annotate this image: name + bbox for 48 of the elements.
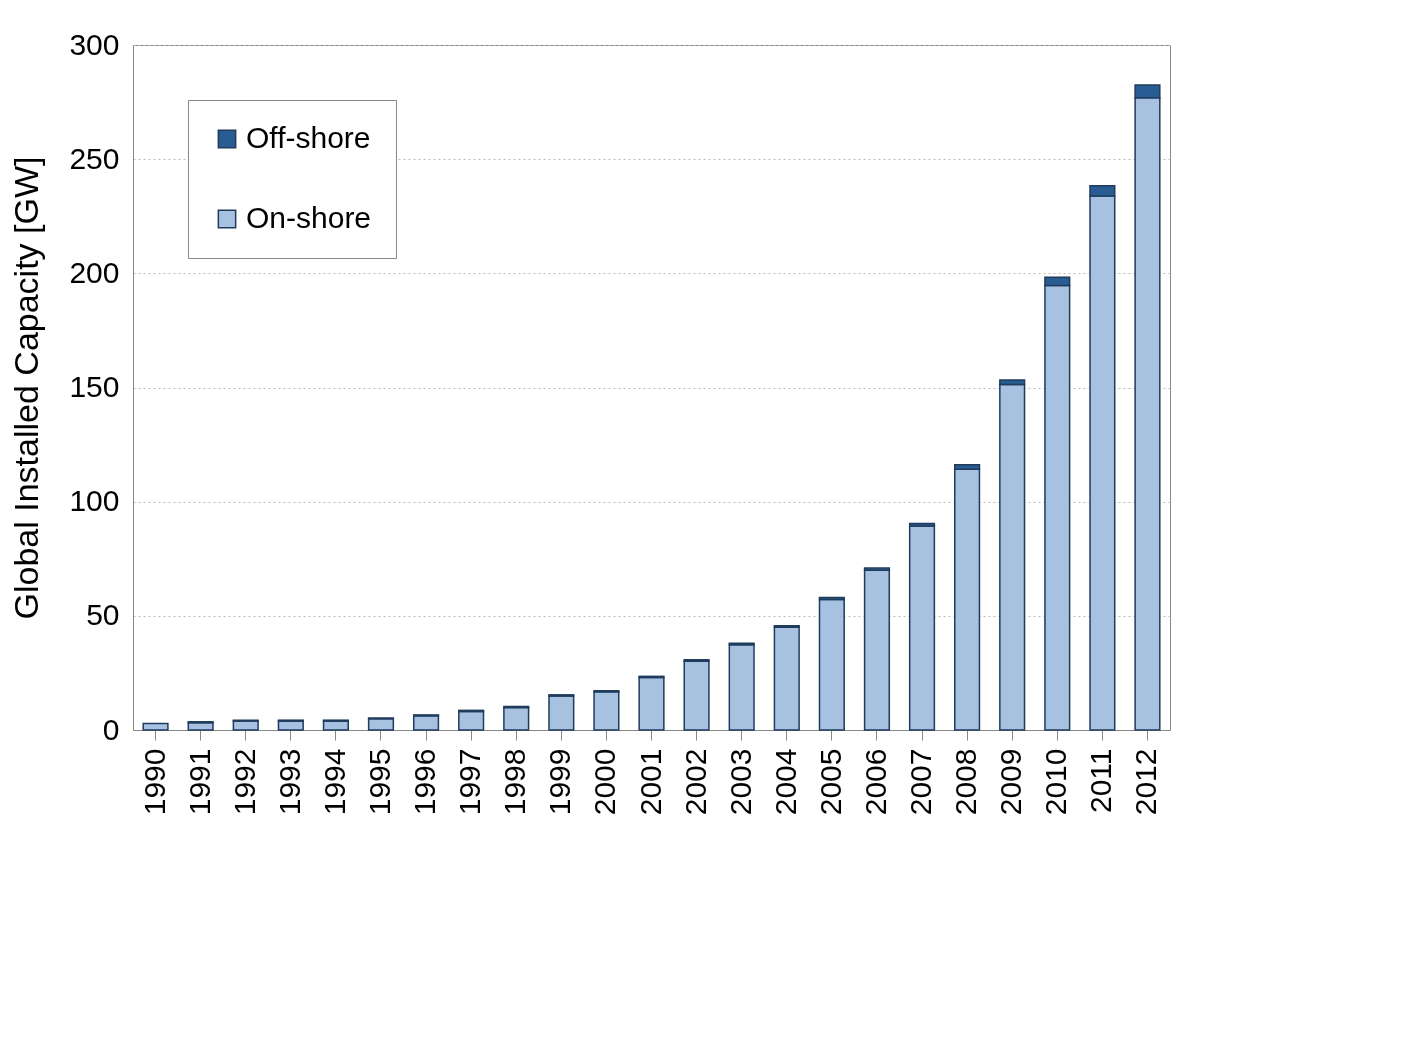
x-tick-label: 2009	[994, 748, 1028, 816]
legend-label: On-shore	[246, 201, 372, 234]
x-tick-label: 1994	[317, 748, 351, 816]
bar	[908, 525, 936, 731]
bar	[683, 660, 710, 731]
y-tick-label: 0	[102, 712, 120, 746]
bar	[638, 676, 665, 731]
bar	[954, 468, 981, 731]
x-tick-label: 2001	[633, 748, 667, 816]
y-axis-title: Global Installed Capacity [GW]	[7, 156, 46, 620]
x-tick-label: 2000	[588, 748, 622, 816]
x-tick-label: 2008	[949, 748, 983, 816]
x-tick-label: 2002	[678, 748, 712, 816]
bar	[773, 626, 800, 731]
x-tick-label: 2010	[1039, 748, 1073, 816]
bar	[999, 383, 1026, 731]
legend-label: Off-shore	[246, 121, 371, 154]
bar	[863, 569, 891, 731]
x-tick-label: 2004	[768, 748, 802, 816]
y-tick-label: 100	[69, 484, 120, 518]
bar	[548, 695, 575, 731]
bar	[593, 691, 620, 731]
bar	[728, 644, 755, 731]
y-tick-label: 300	[69, 27, 120, 61]
x-tick-label: 1999	[543, 748, 577, 816]
bar	[187, 721, 214, 731]
x-tick-label: 1998	[498, 748, 532, 816]
x-tick-label: 2011	[1084, 748, 1118, 814]
y-tick-label: 250	[69, 141, 120, 175]
y-tick-label: 200	[69, 255, 120, 289]
y-tick-label: 50	[86, 598, 120, 632]
x-tick-label: 2005	[813, 748, 847, 816]
x-tick-label: 1991	[182, 748, 216, 816]
x-tick-label: 2012	[1129, 748, 1163, 816]
x-tick-label: 2006	[858, 748, 892, 816]
x-tick-label: 1996	[408, 748, 442, 816]
x-tick-label: 1990	[137, 748, 171, 816]
x-tick-label: 1992	[227, 748, 261, 816]
y-tick-label: 150	[69, 370, 120, 403]
x-tick-label: 1993	[272, 748, 306, 816]
x-tick-label: 2003	[723, 748, 757, 816]
x-tick-label: 1997	[453, 748, 487, 816]
bar	[458, 710, 485, 731]
bar	[818, 598, 845, 731]
x-tick-label: 1995	[362, 748, 396, 816]
bar	[503, 706, 530, 731]
x-tick-label: 2007	[904, 748, 938, 816]
bar	[142, 722, 169, 731]
